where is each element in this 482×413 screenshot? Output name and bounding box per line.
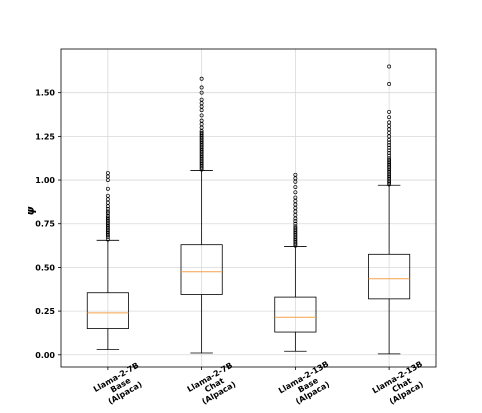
- outlier-point: [105, 209, 110, 214]
- outlier-point: [199, 130, 204, 135]
- outlier-point: [387, 64, 392, 69]
- outlier-point: [387, 148, 392, 153]
- outlier-point: [105, 206, 110, 211]
- box-4: [368, 64, 411, 355]
- outlier-point: [387, 115, 392, 120]
- outlier-point: [199, 90, 204, 95]
- y-tick-label: 1.00: [35, 176, 55, 185]
- outlier-point: [105, 186, 110, 191]
- outlier-point: [387, 81, 392, 86]
- outlier-point: [199, 85, 204, 90]
- outlier-point: [387, 120, 392, 125]
- outlier-point: [293, 224, 298, 229]
- outlier-point: [105, 171, 110, 176]
- outlier-point: [387, 158, 392, 162]
- outlier-point: [105, 211, 110, 216]
- outlier-point: [387, 140, 392, 145]
- outlier-point: [293, 195, 298, 200]
- outlier-point: [387, 109, 392, 114]
- outlier-point: [387, 145, 392, 150]
- box-1: [86, 171, 129, 350]
- y-tick-label: 0.25: [35, 307, 55, 316]
- iqr-box: [274, 296, 317, 333]
- box-2: [180, 76, 223, 354]
- outlier-point: [293, 185, 298, 189]
- y-tick-label: 1.25: [35, 132, 55, 141]
- y-tick-label: 0.00: [35, 351, 55, 360]
- iqr-box: [86, 292, 129, 329]
- y-tick-label: 1.50: [35, 89, 55, 98]
- outlier-point: [199, 76, 204, 81]
- outlier-point: [387, 151, 392, 155]
- iqr-box: [368, 253, 411, 300]
- outlier-point: [105, 215, 110, 220]
- outlier-point: [387, 156, 392, 161]
- grid-lines: [61, 49, 436, 367]
- outlier-point: [293, 221, 298, 226]
- box-3: [274, 172, 317, 352]
- plot-frame: [60, 48, 437, 368]
- outlier-point: [387, 143, 392, 148]
- outlier-point: [293, 226, 298, 231]
- box-series: [86, 64, 411, 355]
- outlier-point: [105, 193, 110, 198]
- outlier-point: [105, 237, 110, 242]
- y-axis-label: ψ: [24, 206, 37, 215]
- outlier-point: [105, 213, 110, 218]
- outlier-point: [293, 172, 298, 177]
- outlier-point: [199, 97, 204, 102]
- outlier-point: [293, 219, 298, 224]
- y-axis-ticks: 0.00 0.25 0.50 0.75 1.00 1.25 1.50: [35, 89, 61, 360]
- outlier-point: [199, 118, 204, 123]
- iqr-box: [180, 244, 223, 295]
- outlier-point: [387, 153, 392, 158]
- outlier-point: [199, 113, 204, 118]
- outlier-point: [293, 190, 298, 195]
- y-tick-label: 0.75: [35, 220, 55, 229]
- y-tick-label: 0.50: [35, 263, 55, 272]
